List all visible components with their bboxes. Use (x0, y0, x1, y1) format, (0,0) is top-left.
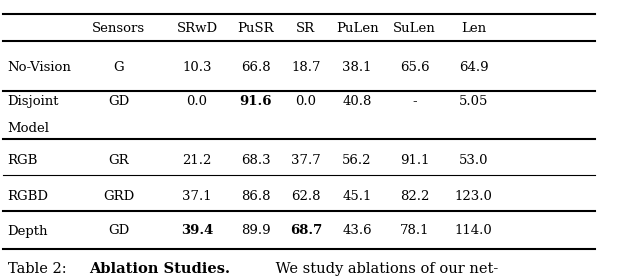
Text: Len: Len (461, 22, 486, 34)
Text: 38.1: 38.1 (342, 61, 372, 74)
Text: 78.1: 78.1 (400, 225, 429, 237)
Text: 21.2: 21.2 (182, 155, 212, 167)
Text: 89.9: 89.9 (241, 225, 271, 237)
Text: 82.2: 82.2 (400, 190, 429, 202)
Text: Disjoint: Disjoint (8, 95, 59, 108)
Text: 56.2: 56.2 (342, 155, 372, 167)
Text: Sensors: Sensors (92, 22, 145, 34)
Text: 39.4: 39.4 (181, 225, 213, 237)
Text: 45.1: 45.1 (342, 190, 372, 202)
Text: 68.3: 68.3 (241, 155, 271, 167)
Text: Table 2:: Table 2: (8, 262, 71, 276)
Text: 64.9: 64.9 (459, 61, 488, 74)
Text: PuLen: PuLen (336, 22, 378, 34)
Text: 123.0: 123.0 (454, 190, 493, 202)
Text: 53.0: 53.0 (459, 155, 488, 167)
Text: 62.8: 62.8 (291, 190, 321, 202)
Text: G: G (113, 61, 124, 74)
Text: GD: GD (108, 95, 129, 108)
Text: 68.7: 68.7 (290, 225, 322, 237)
Text: 18.7: 18.7 (291, 61, 321, 74)
Text: We study ablations of our net-: We study ablations of our net- (271, 262, 499, 276)
Text: Model: Model (8, 122, 50, 135)
Text: SuLen: SuLen (394, 22, 436, 34)
Text: 43.6: 43.6 (342, 225, 372, 237)
Text: 91.1: 91.1 (400, 155, 429, 167)
Text: GRD: GRD (103, 190, 134, 202)
Text: GD: GD (108, 225, 129, 237)
Text: 66.8: 66.8 (241, 61, 271, 74)
Text: 0.0: 0.0 (187, 95, 207, 108)
Text: SR: SR (296, 22, 316, 34)
Text: -: - (412, 95, 417, 108)
Text: 40.8: 40.8 (342, 95, 372, 108)
Text: 86.8: 86.8 (241, 190, 271, 202)
Text: RGBD: RGBD (8, 190, 49, 202)
Text: 10.3: 10.3 (182, 61, 212, 74)
Text: 5.05: 5.05 (459, 95, 488, 108)
Text: GR: GR (108, 155, 129, 167)
Text: 65.6: 65.6 (400, 61, 429, 74)
Text: No-Vision: No-Vision (8, 61, 72, 74)
Text: 114.0: 114.0 (455, 225, 492, 237)
Text: SRwD: SRwD (177, 22, 218, 34)
Text: Ablation Studies.: Ablation Studies. (90, 262, 230, 276)
Text: PuSR: PuSR (237, 22, 275, 34)
Text: RGB: RGB (8, 155, 38, 167)
Text: Depth: Depth (8, 225, 48, 237)
Text: 37.1: 37.1 (182, 190, 212, 202)
Text: 0.0: 0.0 (296, 95, 316, 108)
Text: 91.6: 91.6 (240, 95, 272, 108)
Text: 37.7: 37.7 (291, 155, 321, 167)
